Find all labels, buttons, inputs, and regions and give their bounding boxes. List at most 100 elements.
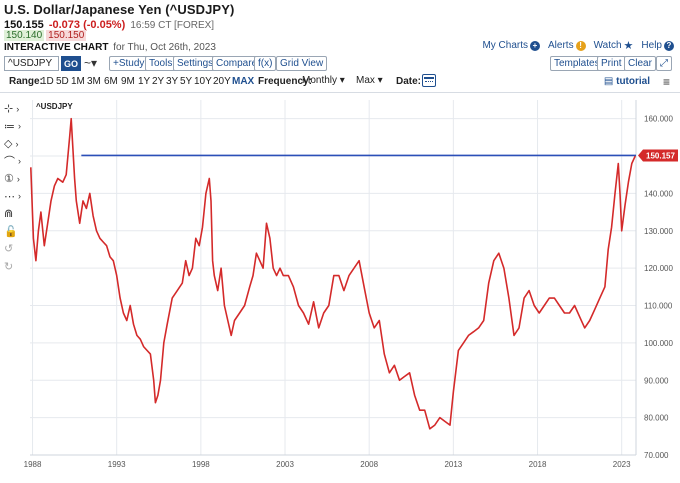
tool-lock[interactable]: 🔓 [4,223,28,241]
function-button[interactable]: f(x) [254,56,277,71]
price-series-line [30,117,636,430]
bid-ask: 150.140 150.150 [4,30,87,41]
annotation-tool-icon: ① [4,173,14,186]
clear-button[interactable]: Clear [624,56,656,71]
watch-link[interactable]: Watch ★ [594,39,634,52]
range-3m[interactable]: 3M [87,76,101,87]
redo-icon: ↻ [4,260,14,273]
x-tick-label: 1993 [108,460,126,469]
crosshair-tool-icon: ⊹ [4,103,14,116]
quote-time: 16:59 CT [FOREX] [130,20,215,31]
my-charts-label: My Charts [482,40,529,51]
range-6m[interactable]: 6M [104,76,118,87]
price-chart[interactable]: 70.000 80.000 90.000 100.000 110.000 120.000 1… [0,93,680,483]
x-tick-label: 2023 [613,460,631,469]
x-tick-label: 2018 [529,460,547,469]
date-label: Date: [396,76,422,87]
range-20y[interactable]: 20Y [213,76,231,87]
undo-icon: ↺ [4,243,14,256]
help-link[interactable]: Help? [641,40,674,51]
templates-button[interactable]: Templates [550,56,604,71]
range-3y[interactable]: 3Y [166,76,179,87]
top-links: My Charts + Alerts! Watch ★ Help? [482,39,674,52]
x-tick-label: 2008 [360,460,378,469]
measure-tool-icon: ⋯ [4,190,15,203]
y-tick-label: 140.000 [644,189,673,198]
lock-icon: 🔓 [4,225,18,238]
add-study-button[interactable]: +Study [109,56,149,71]
tool-lines[interactable]: ≔ › [4,118,28,136]
alert-icon: ! [575,40,586,51]
y-tick-label: 90.000 [644,376,669,385]
y-tick-label: 130.000 [644,227,673,236]
bid-price: 150.140 [4,30,45,41]
tool-redo[interactable]: ↻ [4,258,28,276]
alerts-link[interactable]: Alerts! [548,40,586,51]
print-button[interactable]: Print [597,56,626,71]
chart-type-dropdown[interactable]: ~▾ [84,56,98,70]
last-value-badge [638,149,678,162]
symbol-input[interactable] [4,56,59,71]
help-icon: ? [664,40,674,51]
chart-toolbar: GO ~▾ +Study Tools Settings Compare f(x)… [4,56,676,72]
page-title: U.S. Dollar/Japanese Yen (^USDJPY) [4,2,235,17]
chevron-right-icon: › [18,121,21,132]
chevron-right-icon: › [16,103,20,114]
price-change: -0.073 (-0.05%) [48,19,126,31]
calendar-icon[interactable] [422,74,436,87]
chevron-right-icon: › [18,191,21,202]
y-tick-label: 100.000 [644,339,673,348]
grid-view-button[interactable]: Grid View [276,56,328,71]
tool-magnet[interactable]: ⋒ [4,205,28,223]
tool-crosshair[interactable]: ⊹ › [4,100,28,118]
range-10y[interactable]: 10Y [194,76,212,87]
range-1y[interactable]: 1Y [138,76,151,87]
y-tick-label: 70.000 [644,451,669,460]
y-tick-label: 110.000 [644,302,673,311]
x-tick-label: 1998 [192,460,210,469]
range-5y[interactable]: 5Y [180,76,193,87]
x-tick-label: 2003 [276,460,294,469]
drawing-tools: ⊹ › ≔ › ◇ › ⌒ › ① › ⋯ › ⋒ 🔓 ↺ ↻ [4,100,28,275]
range-1d[interactable]: 1D [41,76,54,87]
series-legend: ^USDJPY [36,102,73,111]
last-value-label: 150.157 [646,151,675,160]
quote-row: 150.155 -0.073 (-0.05%) 16:59 CT [FOREX] [4,19,676,31]
shapes-tool-icon: ◇ [4,138,13,151]
magnet-icon: ⋒ [4,208,14,221]
range-label: Range: [9,76,43,87]
range-max[interactable]: MAX [232,76,255,87]
last-price: 150.155 [4,19,44,31]
settings-button[interactable]: Settings [173,56,218,71]
range-1m[interactable]: 1M [71,76,85,87]
tool-annotation[interactable]: ① › [4,170,28,188]
menu-icon[interactable]: ≡ [662,75,670,89]
chevron-right-icon: › [16,173,20,184]
period-select[interactable]: Max ▾ [356,75,383,86]
tool-measure[interactable]: ⋯ › [4,188,28,206]
range-9m[interactable]: 9M [121,76,135,87]
my-charts-link[interactable]: My Charts + [482,40,541,51]
alerts-label: Alerts [548,40,574,51]
y-tick-label: 80.000 [644,414,669,423]
go-button[interactable]: GO [61,56,81,71]
expand-icon[interactable]: ⤢ [656,56,672,71]
frequency-select[interactable]: Monthly ▾ [302,75,345,86]
range-5d[interactable]: 5D [56,76,69,87]
help-label: Help [641,40,662,51]
chevron-right-icon: › [18,156,21,167]
chart-date: for Thu, Oct 26th, 2023 [113,42,216,53]
tool-fibonacci[interactable]: ⌒ › [4,153,28,171]
chart-area[interactable]: 70.000 80.000 90.000 100.000 110.000 120.000 1… [0,93,680,483]
range-2y[interactable]: 2Y [152,76,165,87]
lines-tool-icon: ≔ [4,120,15,133]
tools-button[interactable]: Tools [145,56,177,71]
chart-heading: INTERACTIVE CHART for Thu, Oct 26th, 202… [4,42,216,53]
tool-undo[interactable]: ↺ [4,240,28,258]
watch-label: Watch [593,40,622,51]
tutorial-link[interactable]: tutorial [604,76,650,87]
ask-price: 150.150 [46,30,87,41]
toolbar-divider [0,92,680,93]
range-bar: Range: 1D 5D 1M 3M 6M 9M 1Y 2Y 3Y 5Y 10Y… [4,74,676,90]
tool-shapes[interactable]: ◇ › [4,135,28,153]
